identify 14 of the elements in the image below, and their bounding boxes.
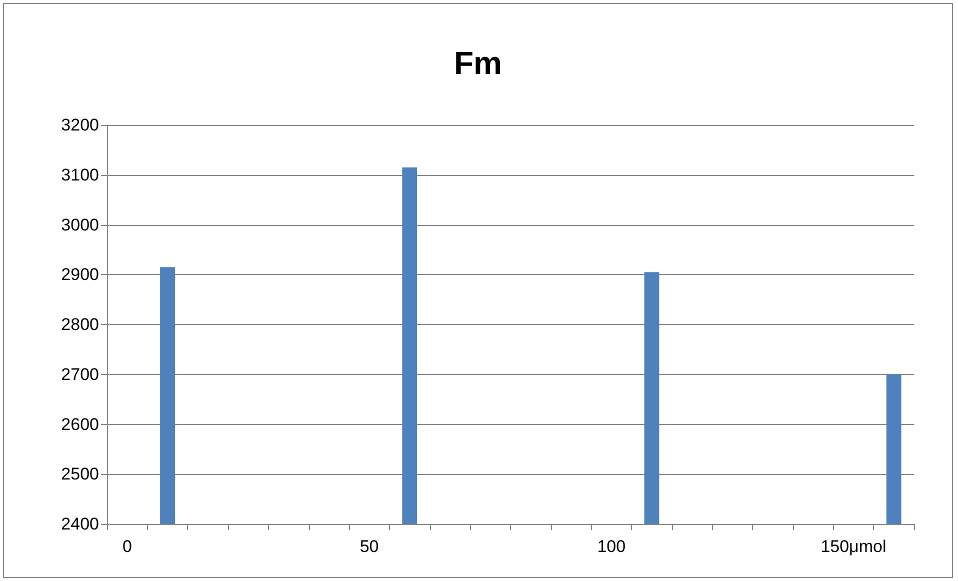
y-tick-label: 2800 — [61, 315, 99, 334]
x-tick-label: 100 — [597, 537, 626, 556]
y-tick-label: 3100 — [61, 165, 99, 184]
y-tick-label: 2500 — [61, 464, 99, 484]
y-tick-label: 2700 — [61, 364, 99, 384]
y-tick-label: 2400 — [61, 514, 99, 534]
chart-title: Fm — [454, 45, 502, 81]
x-tick-label: 50 — [360, 537, 379, 556]
y-tick-label: 2900 — [61, 265, 99, 284]
x-tick-label: 150μmol — [820, 537, 886, 556]
y-tick-label: 3200 — [61, 116, 99, 134]
y-tick-label: 3000 — [61, 215, 99, 234]
y-tick-label: 2600 — [61, 414, 99, 434]
x-tick-label: 0 — [122, 537, 132, 556]
